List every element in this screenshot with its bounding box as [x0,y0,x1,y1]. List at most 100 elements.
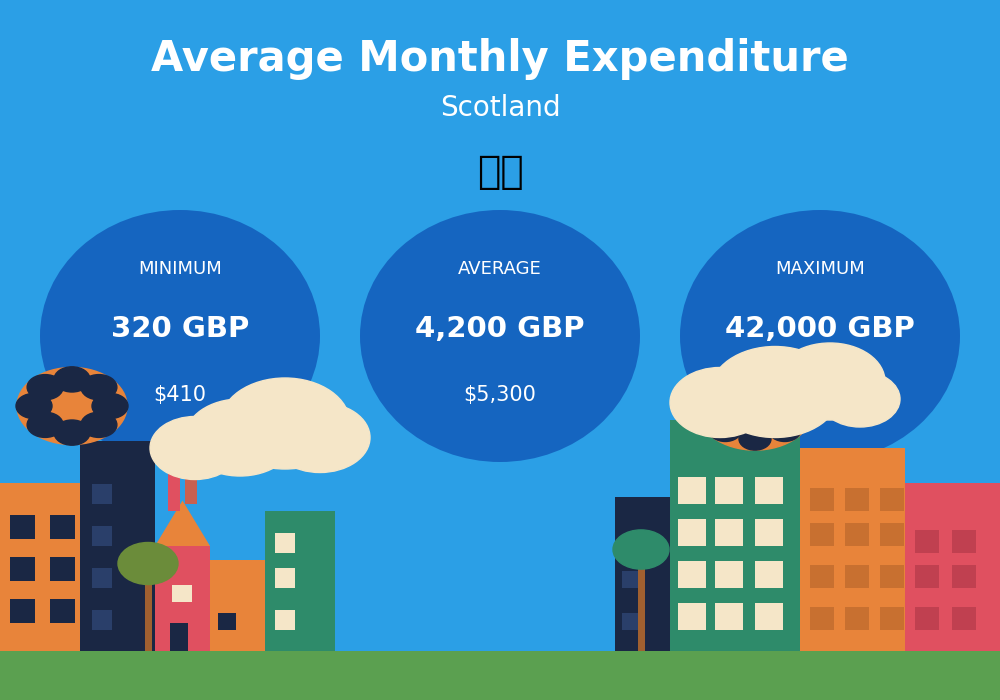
Bar [80,441,155,651]
Bar [170,623,188,651]
Circle shape [92,393,128,419]
Bar [845,488,869,511]
Bar [810,488,834,511]
Bar [678,603,706,630]
Text: Average Monthly Expenditure: Average Monthly Expenditure [151,38,849,80]
Bar [755,477,783,504]
Circle shape [739,369,771,391]
Bar [168,469,180,511]
Bar [275,610,295,630]
Bar [755,561,783,588]
Bar [92,526,112,546]
Bar [50,556,75,581]
Text: $410: $410 [154,386,207,405]
Bar [50,598,75,623]
Bar [715,561,743,588]
Circle shape [739,428,771,450]
Bar [715,603,743,630]
Circle shape [81,374,117,400]
Bar [670,420,800,651]
Text: AVERAGE: AVERAGE [458,260,542,279]
Bar [275,533,295,553]
Text: $5,300: $5,300 [464,386,536,405]
Bar [915,565,939,588]
Circle shape [697,369,813,450]
Bar [755,603,783,630]
Bar [50,514,75,539]
Bar [155,546,210,651]
Bar [92,484,112,504]
Circle shape [17,368,127,444]
Circle shape [54,420,90,445]
Text: 320 GBP: 320 GBP [111,315,249,343]
Bar [622,570,640,588]
Bar [880,523,904,546]
Bar [715,519,743,546]
Circle shape [775,343,885,420]
Bar [952,565,976,588]
Circle shape [118,542,178,584]
Circle shape [81,412,117,438]
Bar [172,584,192,602]
Circle shape [54,367,90,392]
Bar [905,483,1000,651]
Text: Scotland: Scotland [440,94,560,122]
Circle shape [769,377,801,400]
Bar [880,607,904,630]
Bar [915,530,939,553]
Text: $53,000: $53,000 [777,386,863,405]
Text: MAXIMUM: MAXIMUM [775,260,865,279]
Circle shape [185,399,295,476]
Circle shape [220,378,350,469]
Bar [622,612,640,630]
Circle shape [710,346,840,438]
Bar [915,607,939,630]
Bar [755,519,783,546]
Bar [810,607,834,630]
Bar [810,565,834,588]
Bar [810,523,834,546]
Bar [10,556,35,581]
Polygon shape [155,500,210,546]
Bar [845,565,869,588]
Bar [800,448,905,651]
Bar [952,530,976,553]
Bar [678,477,706,504]
Bar [952,607,976,630]
Bar [92,568,112,588]
Bar [10,598,35,623]
Ellipse shape [360,210,640,462]
Circle shape [613,530,669,569]
Circle shape [27,412,63,438]
Circle shape [697,398,729,421]
Bar [880,488,904,511]
Bar [678,519,706,546]
Bar [845,607,869,630]
Circle shape [27,374,63,400]
Bar [145,581,152,651]
Bar [638,560,645,651]
Circle shape [781,398,813,421]
Circle shape [769,419,801,442]
Text: 🇬🇧: 🇬🇧 [477,153,523,190]
Bar [185,469,197,504]
Circle shape [150,416,240,480]
Ellipse shape [680,210,960,462]
Bar [655,497,670,651]
Bar [845,523,869,546]
Bar [265,511,335,651]
Circle shape [709,377,741,400]
Text: 42,000 GBP: 42,000 GBP [725,315,915,343]
Circle shape [820,371,900,427]
Bar [218,612,236,630]
Bar [0,651,1000,700]
Bar [0,483,90,651]
Bar [880,565,904,588]
Circle shape [670,368,770,438]
Circle shape [16,393,52,419]
Bar [615,497,670,651]
Circle shape [270,402,370,472]
Bar [715,477,743,504]
Circle shape [709,419,741,442]
Text: MINIMUM: MINIMUM [138,260,222,279]
